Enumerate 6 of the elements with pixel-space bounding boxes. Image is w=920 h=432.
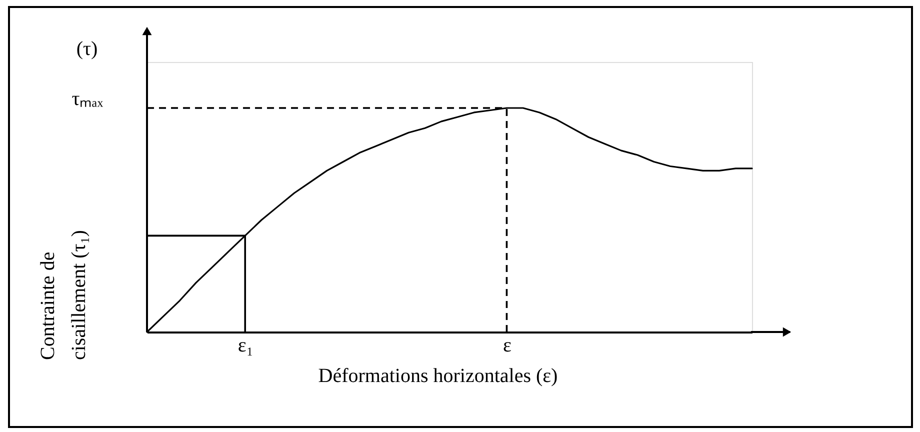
x-tick-label: ε₁ <box>238 334 254 356</box>
y-axis-title: Contrainte de cisaillement (τ₁) <box>37 230 90 360</box>
ref-line-label: τₘₐₓ <box>72 88 104 110</box>
x-tick-label: ε <box>503 334 512 356</box>
text: (τ) <box>76 38 98 60</box>
x-axis-title: Déformations horizontales (ε) <box>318 365 558 387</box>
